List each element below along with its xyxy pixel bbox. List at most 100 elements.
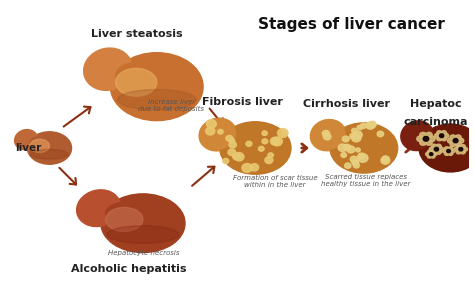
Ellipse shape bbox=[463, 147, 467, 151]
Ellipse shape bbox=[417, 136, 423, 141]
Ellipse shape bbox=[350, 156, 358, 163]
Ellipse shape bbox=[420, 125, 474, 171]
Ellipse shape bbox=[220, 122, 291, 174]
Ellipse shape bbox=[454, 147, 459, 151]
Ellipse shape bbox=[27, 132, 72, 164]
Ellipse shape bbox=[445, 152, 449, 155]
Ellipse shape bbox=[434, 147, 438, 151]
Ellipse shape bbox=[459, 147, 463, 151]
Ellipse shape bbox=[226, 136, 233, 141]
Ellipse shape bbox=[431, 144, 437, 149]
Ellipse shape bbox=[268, 153, 273, 157]
Ellipse shape bbox=[423, 129, 474, 171]
Ellipse shape bbox=[461, 150, 465, 154]
Ellipse shape bbox=[442, 149, 447, 153]
Ellipse shape bbox=[265, 157, 273, 163]
Ellipse shape bbox=[426, 140, 432, 145]
Ellipse shape bbox=[258, 147, 264, 151]
Ellipse shape bbox=[455, 135, 461, 140]
Ellipse shape bbox=[426, 152, 429, 156]
Ellipse shape bbox=[221, 123, 290, 173]
Ellipse shape bbox=[272, 137, 283, 146]
Ellipse shape bbox=[441, 131, 447, 135]
Ellipse shape bbox=[447, 149, 450, 153]
Ellipse shape bbox=[456, 150, 461, 154]
Ellipse shape bbox=[428, 136, 435, 141]
Ellipse shape bbox=[437, 131, 442, 135]
Ellipse shape bbox=[366, 122, 374, 129]
Ellipse shape bbox=[458, 138, 464, 143]
Ellipse shape bbox=[281, 131, 287, 136]
Ellipse shape bbox=[419, 132, 426, 138]
Ellipse shape bbox=[242, 163, 252, 172]
Ellipse shape bbox=[429, 147, 435, 151]
Ellipse shape bbox=[461, 144, 465, 149]
Ellipse shape bbox=[331, 124, 397, 172]
Ellipse shape bbox=[106, 207, 143, 231]
Ellipse shape bbox=[352, 128, 357, 133]
Ellipse shape bbox=[445, 147, 449, 150]
Ellipse shape bbox=[30, 135, 71, 163]
Ellipse shape bbox=[450, 149, 455, 153]
Ellipse shape bbox=[346, 146, 355, 153]
Ellipse shape bbox=[429, 153, 433, 156]
Ellipse shape bbox=[322, 131, 329, 136]
Ellipse shape bbox=[354, 131, 362, 139]
Ellipse shape bbox=[277, 128, 288, 138]
Ellipse shape bbox=[428, 150, 431, 154]
Ellipse shape bbox=[444, 133, 449, 138]
Ellipse shape bbox=[356, 148, 360, 152]
Ellipse shape bbox=[223, 158, 229, 163]
Ellipse shape bbox=[110, 53, 203, 120]
Ellipse shape bbox=[352, 134, 361, 142]
Ellipse shape bbox=[448, 152, 453, 155]
Ellipse shape bbox=[358, 153, 365, 159]
Text: Stages of liver cancer: Stages of liver cancer bbox=[258, 17, 445, 32]
Ellipse shape bbox=[431, 150, 437, 154]
Ellipse shape bbox=[381, 157, 390, 164]
Ellipse shape bbox=[426, 132, 432, 138]
Ellipse shape bbox=[270, 137, 280, 145]
Text: Hepatoc: Hepatoc bbox=[410, 99, 461, 109]
Ellipse shape bbox=[310, 120, 346, 151]
Text: Hepatocyte necrosis: Hepatocyte necrosis bbox=[108, 250, 179, 256]
Ellipse shape bbox=[431, 155, 435, 158]
Ellipse shape bbox=[107, 226, 179, 243]
Ellipse shape bbox=[453, 139, 458, 143]
Ellipse shape bbox=[448, 147, 453, 150]
Ellipse shape bbox=[334, 131, 360, 150]
Ellipse shape bbox=[200, 120, 236, 149]
Ellipse shape bbox=[439, 134, 444, 138]
Ellipse shape bbox=[342, 136, 349, 142]
Ellipse shape bbox=[117, 59, 202, 119]
Text: Fibrosis liver: Fibrosis liver bbox=[202, 97, 283, 107]
Ellipse shape bbox=[250, 164, 259, 171]
Ellipse shape bbox=[30, 139, 49, 152]
Ellipse shape bbox=[435, 133, 440, 138]
Text: Liver steatosis: Liver steatosis bbox=[91, 29, 182, 39]
Ellipse shape bbox=[382, 156, 389, 162]
Ellipse shape bbox=[335, 128, 397, 172]
Ellipse shape bbox=[323, 133, 331, 140]
Ellipse shape bbox=[31, 149, 68, 159]
Text: Increase liver
due to fat deposits: Increase liver due to fat deposits bbox=[138, 99, 204, 112]
Ellipse shape bbox=[116, 68, 157, 96]
Ellipse shape bbox=[441, 136, 447, 141]
Ellipse shape bbox=[338, 144, 347, 152]
Text: Cirrhosis liver: Cirrhosis liver bbox=[303, 99, 390, 109]
Text: Formation of scar tissue
within in the liver: Formation of scar tissue within in the l… bbox=[233, 175, 318, 188]
Ellipse shape bbox=[447, 138, 453, 143]
Ellipse shape bbox=[15, 130, 37, 150]
Ellipse shape bbox=[262, 139, 268, 144]
Text: Scarred tissue replaces
healthy tissue in the liver: Scarred tissue replaces healthy tissue i… bbox=[321, 174, 411, 187]
Ellipse shape bbox=[431, 150, 435, 154]
Ellipse shape bbox=[228, 149, 236, 155]
Ellipse shape bbox=[106, 203, 138, 226]
Ellipse shape bbox=[77, 190, 120, 226]
Ellipse shape bbox=[436, 150, 441, 154]
Ellipse shape bbox=[419, 124, 474, 172]
Ellipse shape bbox=[341, 153, 346, 157]
Ellipse shape bbox=[353, 163, 359, 168]
Ellipse shape bbox=[206, 120, 216, 128]
Ellipse shape bbox=[377, 131, 383, 137]
